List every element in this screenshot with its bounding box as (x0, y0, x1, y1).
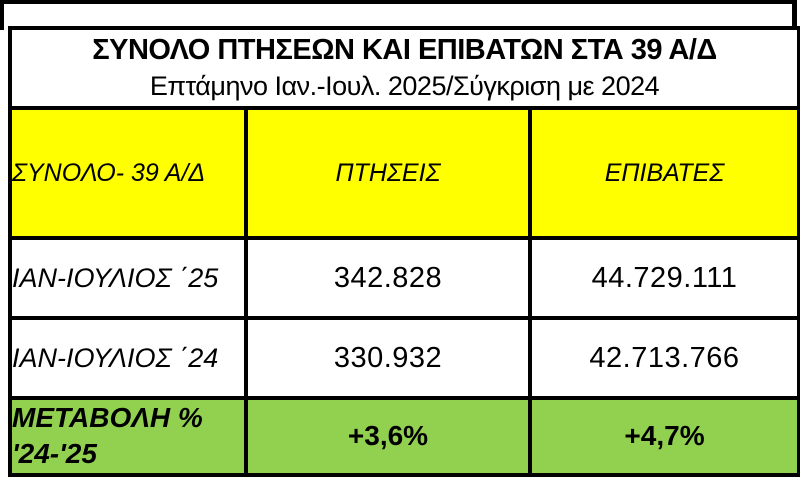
left-border-artifact (0, 0, 4, 30)
flights-passengers-table: ΣΥΝΟΛΟ ΠΤΗΣΕΩΝ ΚΑΙ ΕΠΙΒΑΤΩΝ ΣΤΑ 39 Α/Δ Ε… (7, 26, 800, 477)
row-label-change: ΜΕΤΑΒΟΛΗ % '24-'25 (8, 396, 248, 477)
passengers-2025: 44.729.111 (527, 236, 800, 320)
column-header-flights: ΠΤΗΣΕΙΣ (244, 106, 532, 240)
row-label-2025: ΙΑΝ-ΙΟΥΛΙΟΣ ΄25 (8, 236, 248, 320)
title-row: ΣΥΝΟΛΟ ΠΤΗΣΕΩΝ ΚΑΙ ΕΠΙΒΑΤΩΝ ΣΤΑ 39 Α/Δ Ε… (7, 26, 800, 110)
page-title: ΣΥΝΟΛΟ ΠΤΗΣΕΩΝ ΚΑΙ ΕΠΙΒΑΤΩΝ ΣΤΑ 39 Α/Δ (92, 34, 717, 67)
top-border-artifact (0, 0, 797, 4)
column-header-total: ΣΥΝΟΛΟ- 39 Α/Δ (8, 106, 248, 240)
flights-2025: 342.828 (244, 236, 532, 320)
passengers-change: +4,7% (527, 396, 800, 477)
passengers-2024: 42.713.766 (527, 316, 800, 400)
table-row-change: ΜΕΤΑΒΟΛΗ % '24-'25 +3,6% +4,7% (8, 396, 800, 477)
table-row-2024: ΙΑΝ-ΙΟΥΛΙΟΣ ΄24 330.932 42.713.766 (8, 316, 800, 400)
page-subtitle: Επτάμηνο Ιαν.-Ιουλ. 2025/Σύγκριση με 202… (149, 70, 660, 101)
table-row-2025: ΙΑΝ-ΙΟΥΛΙΟΣ ΄25 342.828 44.729.111 (8, 236, 800, 320)
right-border-artifact (792, 0, 797, 30)
flights-2024: 330.932 (244, 316, 532, 400)
flights-change: +3,6% (244, 396, 532, 477)
table-title-cell: ΣΥΝΟΛΟ ΠΤΗΣΕΩΝ ΚΑΙ ΕΠΙΒΑΤΩΝ ΣΤΑ 39 Α/Δ Ε… (7, 26, 800, 110)
header-row: ΣΥΝΟΛΟ- 39 Α/Δ ΠΤΗΣΕΙΣ ΕΠΙΒΑΤΕΣ (8, 106, 800, 240)
row-label-2024: ΙΑΝ-ΙΟΥΛΙΟΣ ΄24 (8, 316, 248, 400)
column-header-passengers: ΕΠΙΒΑΤΕΣ (527, 106, 800, 240)
